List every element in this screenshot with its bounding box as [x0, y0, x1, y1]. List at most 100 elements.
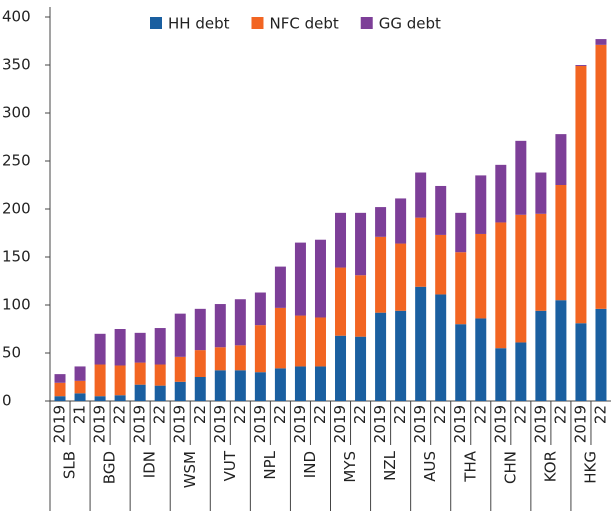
- group-label: WSM: [181, 451, 199, 488]
- bar-segment: [114, 329, 126, 366]
- bar-segment: [575, 323, 587, 401]
- group-label: NZL: [381, 450, 399, 480]
- bar-segment: [94, 364, 106, 397]
- bar-segment: [154, 364, 166, 386]
- bar-segment: [274, 368, 286, 401]
- bar-segment: [134, 332, 146, 363]
- bar-segment: [234, 370, 246, 401]
- bar-segment: [74, 380, 86, 394]
- bar-segment: [54, 396, 66, 401]
- bar-segment: [174, 313, 186, 357]
- bar-segment: [294, 366, 306, 401]
- bar-segment: [134, 362, 146, 385]
- group-label: HKG: [581, 451, 599, 484]
- y-tick-label: 300: [2, 104, 31, 122]
- bar-segment: [495, 164, 507, 223]
- x-tick-label: 22: [391, 405, 409, 424]
- y-tick-label: 100: [2, 296, 31, 314]
- legend-label: GG debt: [379, 15, 441, 33]
- group-label: AUS: [421, 451, 439, 482]
- legend-swatch: [251, 17, 264, 29]
- bar-segment: [174, 356, 186, 382]
- x-tick-label: 22: [231, 405, 249, 424]
- x-tick-label: 21: [71, 405, 89, 424]
- x-tick-label: 22: [111, 405, 129, 424]
- bar-segment: [495, 222, 507, 349]
- bar-segment: [375, 236, 387, 313]
- x-tick-label: 22: [271, 405, 289, 424]
- bar-segment: [415, 217, 427, 287]
- legend-swatch: [360, 17, 373, 29]
- legend-swatch: [150, 17, 162, 29]
- bar-segment: [475, 233, 487, 319]
- x-tick-label: 2019: [411, 405, 429, 443]
- bar-segment: [234, 345, 246, 371]
- bar-segment: [314, 366, 326, 401]
- group-label: KOR: [541, 451, 559, 482]
- y-tick-label: 50: [2, 344, 21, 362]
- bar-segment: [515, 140, 527, 215]
- bar-segment: [535, 213, 547, 311]
- bar-segment: [154, 385, 166, 401]
- x-tick-label: 2019: [251, 405, 269, 443]
- group-label: SLB: [61, 451, 79, 479]
- bar-segment: [294, 242, 306, 316]
- bar-segment: [174, 381, 186, 401]
- bar-segment: [435, 185, 447, 235]
- bar-segment: [375, 207, 387, 237]
- bar-segment: [455, 212, 467, 253]
- bar-segment: [94, 396, 106, 401]
- group-label: IDN: [141, 451, 159, 478]
- bar-segment: [535, 172, 547, 214]
- x-tick-label: 2019: [331, 405, 349, 443]
- x-tick-label: 2019: [171, 405, 189, 443]
- bar-segment: [335, 212, 347, 268]
- bar-segment: [54, 374, 66, 383]
- bar-segment: [214, 347, 226, 371]
- x-tick-label: 22: [151, 405, 169, 424]
- bar-segment: [395, 198, 407, 244]
- x-tick-label: 22: [431, 405, 449, 424]
- bar-segment: [335, 335, 347, 401]
- bar-segment: [415, 172, 427, 218]
- bar-segment: [274, 307, 286, 369]
- x-tick-label: 2019: [211, 405, 229, 443]
- group-label: VUT: [221, 450, 239, 481]
- group-label: NPL: [261, 450, 279, 479]
- bar-segment: [475, 318, 487, 401]
- bar-segment: [74, 366, 86, 381]
- bar-segment: [415, 286, 427, 401]
- x-tick-label: 2019: [451, 405, 469, 443]
- x-tick-label: 2019: [531, 405, 549, 443]
- bar-segment: [395, 243, 407, 311]
- bar-segment: [575, 65, 587, 324]
- x-tick-label: 2019: [91, 405, 109, 443]
- bar-segment: [435, 294, 447, 401]
- x-tick-label: 22: [351, 405, 369, 424]
- bar-segment: [314, 317, 326, 367]
- group-label: BGD: [101, 451, 119, 484]
- group-label: IND: [301, 451, 319, 478]
- bar-segment: [595, 308, 607, 401]
- bar-segment: [294, 315, 306, 367]
- x-tick-label: 2019: [571, 405, 589, 443]
- bar-segment: [395, 310, 407, 401]
- bar-segment: [455, 252, 467, 325]
- bar-segment: [74, 393, 86, 401]
- bar-segment: [154, 328, 166, 365]
- bar-segment: [254, 372, 266, 401]
- y-tick-label: 250: [2, 152, 31, 170]
- group-label: THA: [461, 450, 479, 482]
- bar-segment: [455, 324, 467, 401]
- y-tick-label: 350: [2, 56, 31, 74]
- bar-segment: [114, 365, 126, 396]
- bar-segment: [194, 350, 206, 377]
- bar-segment: [575, 65, 587, 66]
- x-tick-label: 2019: [51, 405, 69, 443]
- y-tick-label: 0: [2, 392, 12, 410]
- bar-segment: [515, 214, 527, 343]
- y-tick-label: 400: [2, 8, 31, 26]
- bar-segment: [555, 185, 567, 301]
- x-tick-label: 22: [311, 405, 329, 424]
